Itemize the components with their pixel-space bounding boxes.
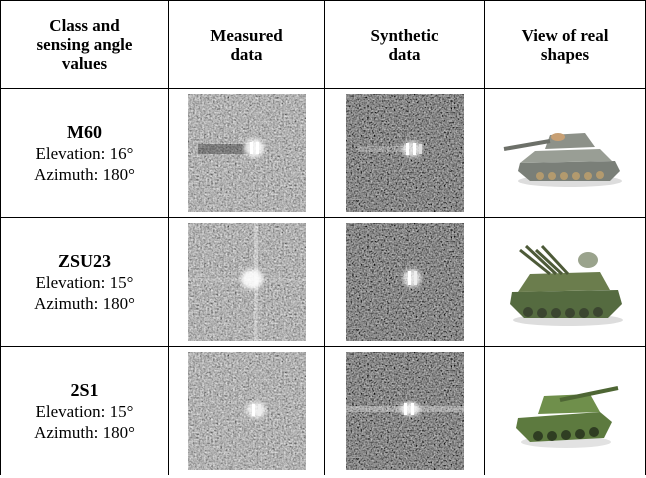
tank-photo — [500, 113, 630, 193]
class-name: 2S1 — [1, 380, 168, 401]
image-cell — [169, 347, 325, 476]
synthetic-sar-image — [345, 352, 465, 470]
azimuth: Azimuth: 180° — [1, 164, 168, 185]
azimuth: Azimuth: 180° — [1, 422, 168, 443]
elevation: Elevation: 15° — [1, 401, 168, 422]
class-name: ZSU23 — [1, 251, 168, 272]
comparison-table: Class andsensing anglevalues Measureddat… — [0, 0, 646, 475]
image-cell — [485, 218, 646, 347]
header-text: View of real — [485, 26, 645, 45]
azimuth: Azimuth: 180° — [1, 293, 168, 314]
header-text: Measured — [169, 26, 324, 45]
class-name: M60 — [1, 122, 168, 143]
elevation: Elevation: 16° — [1, 143, 168, 164]
header-text: values — [1, 54, 168, 73]
header-text: data — [169, 45, 324, 64]
measured-sar-image — [187, 94, 307, 212]
page: {"table": { "header": [["Class and", "se… — [0, 0, 646, 478]
image-cell — [169, 89, 325, 218]
image-cell — [169, 218, 325, 347]
elevation: Elevation: 15° — [1, 272, 168, 293]
header-text: sensing angle — [1, 35, 168, 54]
image-cell — [485, 89, 646, 218]
image-cell — [325, 218, 485, 347]
synthetic-sar-image — [345, 94, 465, 212]
measured-sar-image — [187, 352, 307, 470]
header-text: shapes — [485, 45, 645, 64]
header-text: data — [325, 45, 484, 64]
header-text: Synthetic — [325, 26, 484, 45]
image-cell — [485, 347, 646, 476]
image-cell — [325, 89, 485, 218]
measured-sar-image — [187, 223, 307, 341]
tank-photo — [500, 366, 630, 456]
tank-photo — [500, 232, 630, 332]
header-text: Class and — [1, 16, 168, 35]
synthetic-sar-image — [345, 223, 465, 341]
image-cell — [325, 347, 485, 476]
